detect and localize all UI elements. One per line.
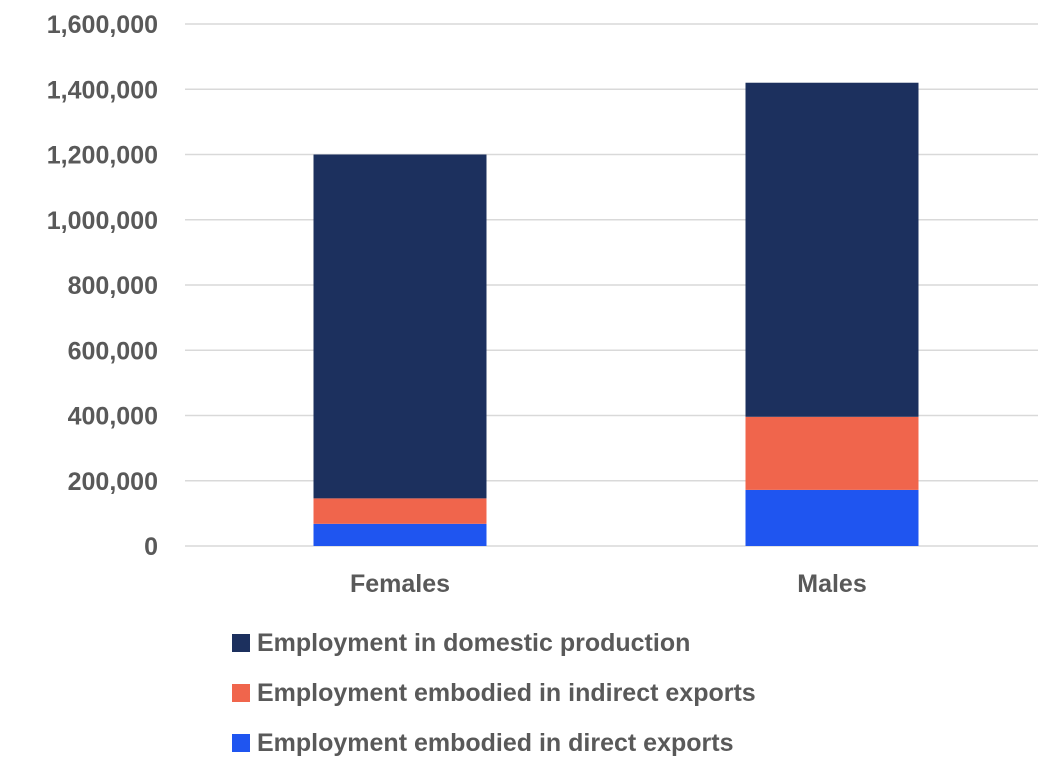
bar-segment — [745, 489, 919, 546]
y-tick-label: 1,400,000 — [47, 76, 158, 104]
legend-label: Employment embodied in indirect exports — [257, 678, 756, 707]
y-tick-label: 600,000 — [68, 337, 158, 365]
legend-label: Employment in domestic production — [257, 628, 691, 657]
legend-label: Employment embodied in direct exports — [257, 728, 734, 757]
y-tick-label: 1,000,000 — [47, 207, 158, 235]
y-tick-label: 800,000 — [68, 272, 158, 300]
y-tick-label: 200,000 — [68, 468, 158, 496]
legend-item: Employment in domestic production — [232, 618, 756, 668]
legend: Employment in domestic production Employm… — [232, 618, 756, 768]
legend-swatch — [232, 734, 250, 752]
legend-item: Employment embodied in direct exports — [232, 718, 756, 768]
x-axis-ticks: Females Males — [350, 570, 867, 598]
bar-segment — [745, 416, 919, 490]
y-axis-ticks: 0 200,000 400,000 600,000 800,000 1,000,000 1,… — [47, 11, 158, 561]
y-tick-label: 400,000 — [68, 403, 158, 431]
chart-plot: 0 200,000 400,000 600,000 800,000 1,000,000 1,… — [47, 11, 1038, 598]
bar-segment — [313, 154, 487, 499]
y-tick-label: 0 — [144, 533, 158, 561]
bar-segment — [313, 523, 487, 546]
x-category-label: Males — [797, 570, 866, 598]
legend-swatch — [232, 634, 250, 652]
x-category-label: Females — [350, 570, 450, 598]
bar-segment — [745, 82, 919, 417]
y-tick-label: 1,600,000 — [47, 11, 158, 39]
legend-swatch — [232, 684, 250, 702]
bars — [313, 82, 919, 546]
y-tick-label: 1,200,000 — [47, 142, 158, 170]
legend-item: Employment embodied in indirect exports — [232, 668, 756, 718]
bar-segment — [313, 498, 487, 524]
